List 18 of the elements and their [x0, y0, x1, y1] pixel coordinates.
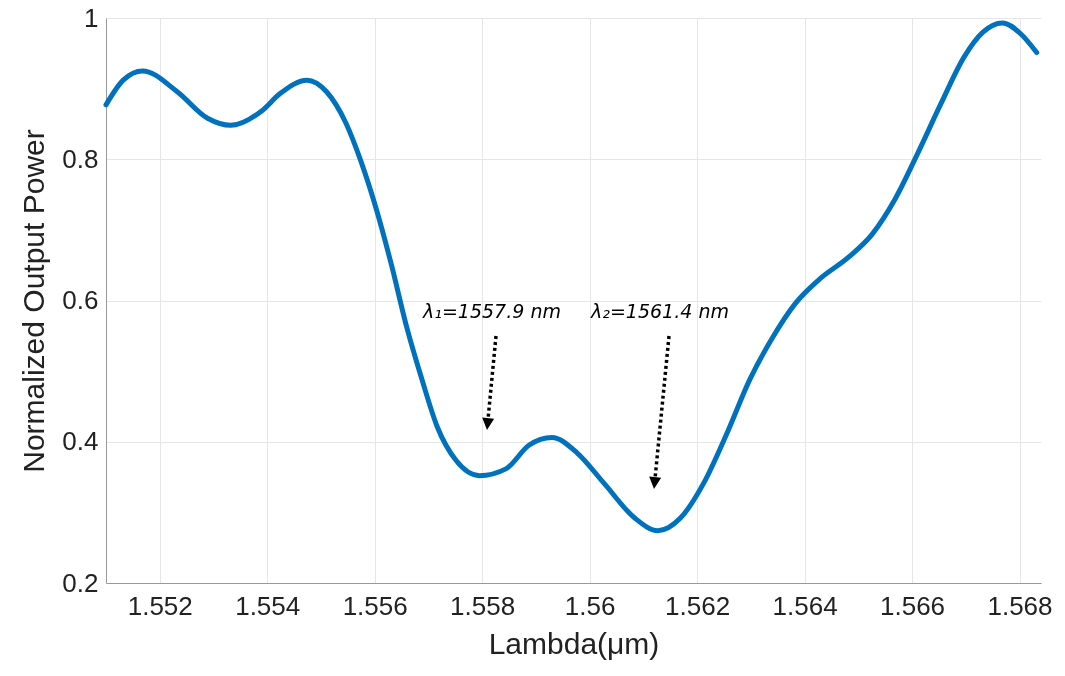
y-axis-title: Normalized Output Power: [17, 129, 51, 473]
x-axis-title: Lambda(μm): [488, 626, 660, 660]
annotation: λ₁=1557.9 nm: [422, 300, 561, 322]
y-tick-label: 1: [84, 2, 99, 33]
x-tick-label: 1.562: [665, 590, 731, 621]
x-tick-label: 1.56: [564, 590, 616, 621]
y-tick-label: 0.4: [62, 426, 99, 457]
y-tick-label: 0.6: [62, 285, 99, 315]
x-tick-label: 1.568: [987, 590, 1053, 621]
x-tick-label: 1.558: [450, 590, 516, 621]
x-tick-label: 1.566: [880, 590, 946, 621]
x-tick-label: 1.556: [342, 590, 408, 621]
annotation: λ₂=1561.4 nm: [590, 300, 729, 322]
x-tick-label: 1.554: [235, 590, 301, 621]
y-tick-label: 0.2: [62, 567, 99, 598]
y-tick-label: 0.8: [62, 143, 99, 174]
x-tick-label: 1.552: [127, 590, 193, 621]
x-tick-label: 1.564: [772, 590, 838, 621]
